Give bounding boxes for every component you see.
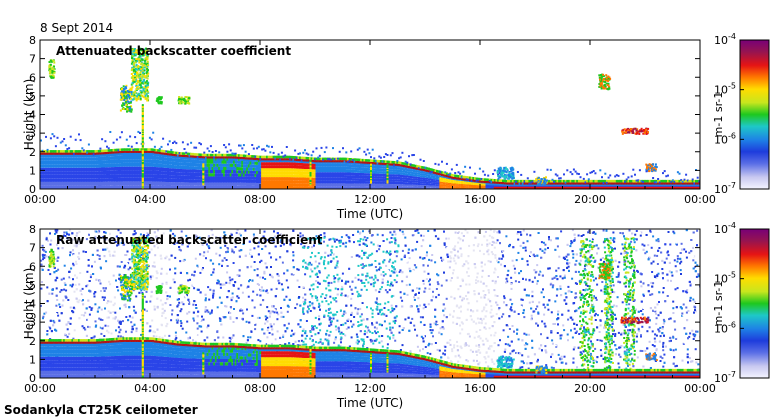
colorbar-label: m-1 sr-1 (712, 281, 725, 327)
y-tick-label: 1 (29, 353, 36, 366)
x-tick-label: 16:00 (464, 382, 496, 395)
y-tick-label: 8 (29, 223, 36, 236)
x-axis-label: Time (UTC) (336, 207, 403, 221)
colorbar-tick-label: 10-4 (714, 32, 736, 47)
x-tick-label: 00:00 (684, 193, 716, 206)
x-tick-label: 00:00 (24, 382, 56, 395)
colorbar-tick-label: 10-7 (714, 370, 736, 385)
x-tick-label: 20:00 (574, 193, 606, 206)
y-tick-label: 4 (29, 298, 36, 311)
y-tick-label: 0 (29, 183, 36, 196)
x-tick-label: 12:00 (354, 193, 386, 206)
panel-title: Raw attenuated backscatter coefficient (56, 233, 323, 247)
y-tick-label: 6 (29, 71, 36, 84)
y-tick-label: 1 (29, 164, 36, 177)
heatmap-field (40, 229, 700, 378)
y-tick-label: 2 (29, 146, 36, 159)
footer-label: Sodankyla CT25K ceilometer (4, 403, 198, 417)
y-tick-label: 0 (29, 372, 36, 385)
x-axis-label: Time (UTC) (336, 396, 403, 410)
y-tick-label: 3 (29, 316, 36, 329)
panel-title: Attenuated backscatter coefficient (56, 44, 291, 58)
y-tick-label: 5 (29, 279, 36, 292)
panel-raw-attenuated: Raw attenuated backscatter coefficient 0 1… (22, 221, 770, 410)
y-tick-label: 4 (29, 109, 36, 122)
colorbar: 10-4 10-5 10-6 10-7 m-1 sr-1 (712, 221, 770, 385)
y-tick-label: 7 (29, 53, 36, 66)
x-tick-label: 08:00 (244, 193, 276, 206)
y-tick-label: 5 (29, 90, 36, 103)
x-tick-label: 04:00 (134, 382, 166, 395)
colorbar: 10-4 10-5 10-6 10-7 m-1 sr-1 (712, 32, 770, 196)
x-tick-label: 16:00 (464, 193, 496, 206)
colorbar-tick-label: 10-5 (714, 271, 736, 286)
y-axis-label: Height (km) (22, 268, 36, 339)
y-tick-label: 3 (29, 127, 36, 140)
y-tick-label: 2 (29, 335, 36, 348)
colorbar-label: m-1 sr-1 (712, 92, 725, 138)
colorbar-tick-label: 10-5 (714, 82, 736, 97)
y-tick-label: 6 (29, 260, 36, 273)
colorbar-tick-label: 10-7 (714, 181, 736, 196)
y-tick-label: 7 (29, 242, 36, 255)
colorbar-tick-label: 10-6 (714, 131, 736, 146)
colorbar-tick-label: 10-6 (714, 320, 736, 335)
date-label: 8 Sept 2014 (40, 21, 113, 35)
colorbar-tick-label: 10-4 (714, 221, 736, 236)
y-tick-label: 8 (29, 34, 36, 47)
panel-attenuated: Attenuated backscatter coefficient 0 1 2 3 4 5… (22, 32, 770, 221)
heatmap-field (40, 40, 700, 189)
x-tick-label: 08:00 (244, 382, 276, 395)
x-tick-label: 00:00 (684, 382, 716, 395)
x-tick-label: 00:00 (24, 193, 56, 206)
x-tick-label: 20:00 (574, 382, 606, 395)
y-axis-label: Height (km) (22, 79, 36, 150)
x-tick-label: 04:00 (134, 193, 166, 206)
x-tick-label: 12:00 (354, 382, 386, 395)
